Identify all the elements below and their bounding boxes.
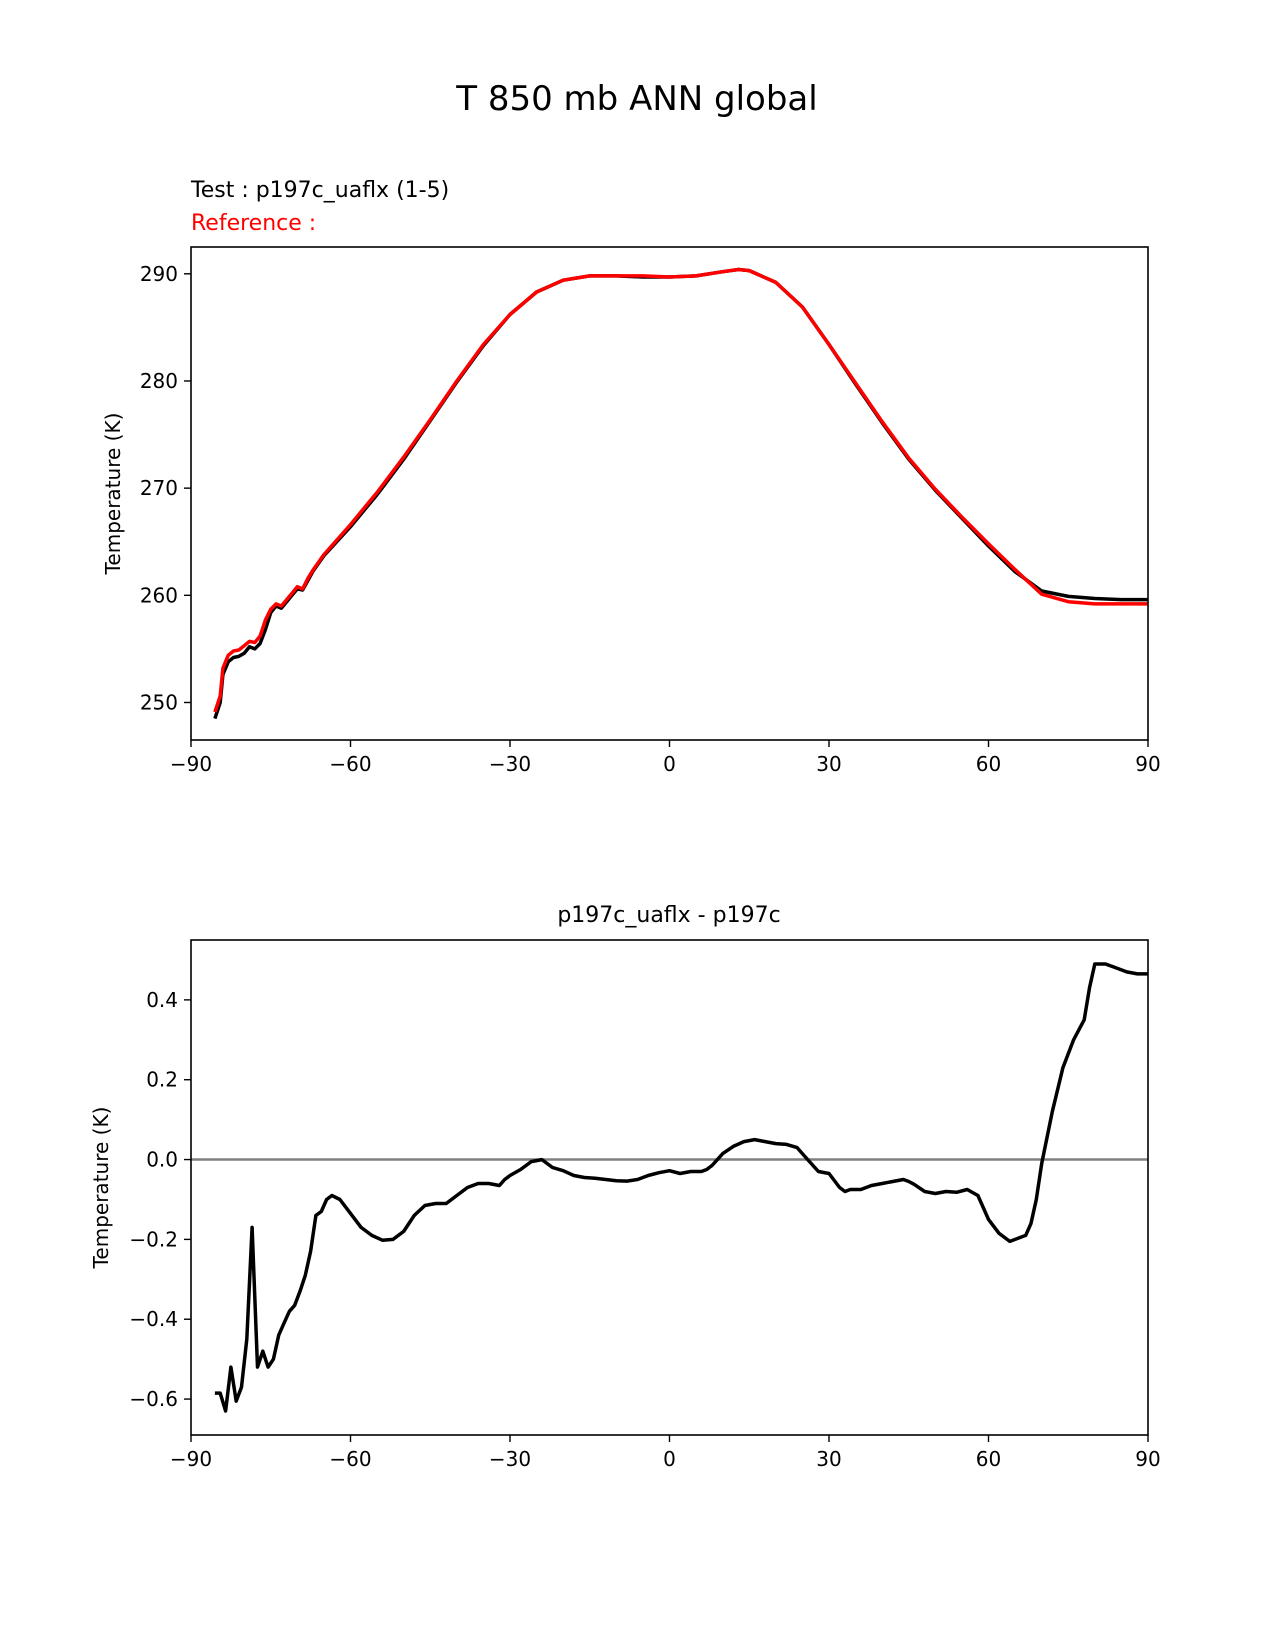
top-series-0 bbox=[213, 267, 1148, 720]
bottom-axes-frame bbox=[190, 939, 1149, 1436]
top-axes-frame bbox=[190, 246, 1149, 741]
bottom-xtick-label: 60 bbox=[976, 1447, 1001, 1471]
top-ytick-label: 290 bbox=[140, 262, 178, 286]
bottom-ytick-label: 0.2 bbox=[146, 1068, 178, 1092]
top-ytick-label: 270 bbox=[140, 476, 178, 500]
top-xtick-label: 30 bbox=[816, 752, 841, 776]
bottom-ytick-label: −0.2 bbox=[129, 1227, 178, 1251]
bottom-xtick-label: −90 bbox=[170, 1447, 212, 1471]
bottom-xtick-label: −30 bbox=[489, 1447, 531, 1471]
bottom-xtick-label: 0 bbox=[663, 1447, 676, 1471]
test-label: Test : p197c_uaflx (1-5) bbox=[190, 178, 449, 203]
top-xtick-label: −60 bbox=[329, 752, 371, 776]
bottom-ytick-label: −0.6 bbox=[129, 1387, 178, 1411]
reference-label: Reference : bbox=[191, 211, 316, 236]
top-ytick-label: 250 bbox=[140, 690, 178, 714]
top-plot: −90 −60 −30 0 30 60 90 250 260 270 280 290 Temperatu… bbox=[101, 246, 1161, 776]
bottom-ytick-label: 0.0 bbox=[146, 1148, 178, 1172]
bottom-series-0 bbox=[214, 962, 1148, 1413]
bottom-ylabel: Temperature (K) bbox=[89, 1107, 113, 1270]
bottom-xtick-label: 30 bbox=[816, 1447, 841, 1471]
top-ytick-label: 260 bbox=[140, 583, 178, 607]
bottom-xtick-label: −60 bbox=[329, 1447, 371, 1471]
top-xtick-label: 0 bbox=[663, 752, 676, 776]
top-xtick-label: −90 bbox=[170, 752, 212, 776]
top-xtick-label: 60 bbox=[976, 752, 1001, 776]
bottom-ytick-label: 0.4 bbox=[146, 988, 178, 1012]
bottom-xtick-label: 90 bbox=[1135, 1447, 1160, 1471]
top-series-1 bbox=[213, 267, 1148, 713]
top-ytick-label: 280 bbox=[140, 369, 178, 393]
top-xtick-label: 90 bbox=[1135, 752, 1160, 776]
bottom-ytick-label: −0.4 bbox=[129, 1307, 178, 1331]
top-xtick-label: −30 bbox=[489, 752, 531, 776]
top-ylabel: Temperature (K) bbox=[101, 413, 125, 576]
figure-title: T 850 mb ANN global bbox=[455, 79, 817, 119]
difference-title: p197c_uaflx - p197c bbox=[557, 903, 780, 928]
bottom-plot: −90 −60 −30 0 30 60 90 −0.6 −0.4 −0.2 0.0 0.2 0.4 Tem… bbox=[89, 939, 1161, 1471]
